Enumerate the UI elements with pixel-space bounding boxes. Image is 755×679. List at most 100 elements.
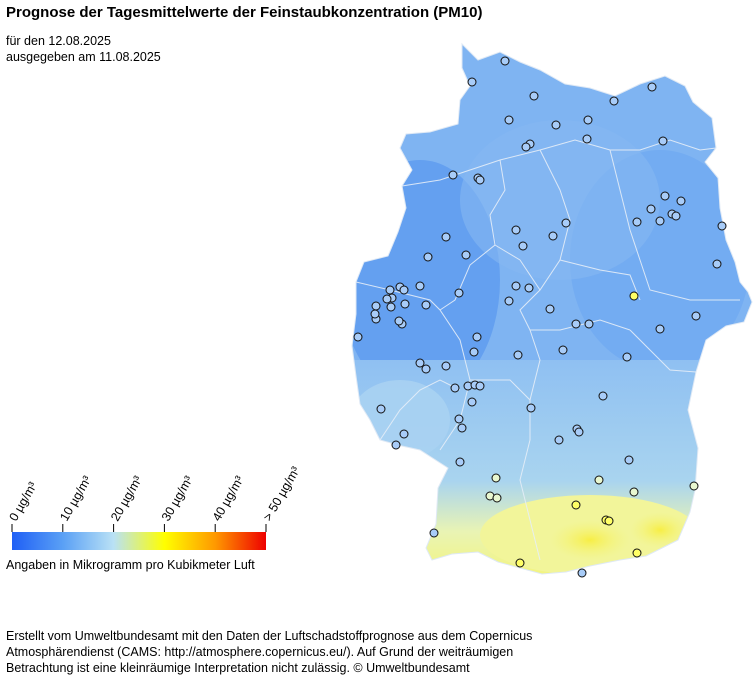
station-marker: [622, 352, 632, 362]
station-marker: [646, 204, 656, 214]
legend-color-bar: [12, 532, 266, 550]
footer-line-3: Betrachtung ist eine kleinräumige Interp…: [6, 661, 470, 675]
station-marker: [632, 217, 642, 227]
station-marker: [504, 296, 514, 306]
station-marker: [441, 232, 451, 242]
station-marker: [491, 473, 501, 483]
station-marker: [455, 457, 465, 467]
station-marker: [467, 77, 477, 87]
footer-line-2: Atmosphärendienst (CAMS: http://atmosphe…: [6, 645, 514, 659]
station-marker: [353, 332, 363, 342]
station-marker: [571, 500, 581, 510]
station-marker: [598, 391, 608, 401]
station-marker: [450, 383, 460, 393]
map-title: Prognose der Tagesmittelwerte der Feinst…: [6, 4, 483, 21]
station-marker: [394, 316, 404, 326]
station-marker: [554, 435, 564, 445]
station-marker: [551, 120, 561, 130]
station-marker: [583, 115, 593, 125]
station-markers: [353, 56, 727, 578]
legend-tick-label: 40 µg/m³: [210, 474, 247, 524]
station-marker: [429, 528, 439, 538]
station-marker: [524, 283, 534, 293]
station-marker: [469, 347, 479, 357]
station-marker: [582, 134, 592, 144]
station-marker: [376, 404, 386, 414]
station-marker: [454, 414, 464, 424]
station-marker: [518, 241, 528, 251]
station-marker: [521, 142, 531, 152]
station-marker: [386, 302, 396, 312]
station-marker: [655, 216, 665, 226]
station-marker: [545, 304, 555, 314]
station-marker: [594, 475, 604, 485]
legend-tick-label: 0 µg/m³: [6, 480, 39, 524]
station-marker: [660, 191, 670, 201]
station-marker: [421, 300, 431, 310]
station-marker: [475, 175, 485, 185]
station-marker: [511, 225, 521, 235]
station-marker: [655, 324, 665, 334]
station-marker: [475, 381, 485, 391]
station-marker: [658, 136, 668, 146]
station-marker: [691, 311, 701, 321]
station-marker: [370, 309, 380, 319]
station-marker: [584, 319, 594, 329]
legend-tick-label: 10 µg/m³: [57, 474, 94, 524]
footer-line-1: Erstellt vom Umweltbundesamt mit den Dat…: [6, 629, 533, 643]
station-marker: [467, 397, 477, 407]
issue-date: ausgegeben am 11.08.2025: [6, 50, 161, 64]
station-marker: [472, 332, 482, 342]
station-marker: [526, 403, 536, 413]
station-marker: [629, 291, 639, 301]
station-marker: [391, 440, 401, 450]
station-marker: [399, 429, 409, 439]
station-marker: [415, 281, 425, 291]
station-marker: [689, 481, 699, 491]
station-marker: [712, 259, 722, 269]
station-marker: [511, 281, 521, 291]
station-marker: [548, 231, 558, 241]
station-marker: [577, 568, 587, 578]
station-marker: [423, 252, 433, 262]
station-marker: [441, 361, 451, 371]
station-marker: [454, 288, 464, 298]
station-marker: [558, 345, 568, 355]
station-marker: [629, 487, 639, 497]
station-marker: [371, 301, 381, 311]
station-marker: [421, 364, 431, 374]
legend-tick-label: > 50 µg/m³: [260, 464, 302, 523]
station-marker: [385, 285, 395, 295]
station-marker: [609, 96, 619, 106]
legend-tick-label: 30 µg/m³: [159, 474, 196, 524]
station-marker: [647, 82, 657, 92]
station-marker: [500, 56, 510, 66]
station-marker: [399, 285, 409, 295]
station-marker: [574, 427, 584, 437]
station-marker: [382, 294, 392, 304]
station-marker: [676, 196, 686, 206]
station-marker: [561, 218, 571, 228]
valid-date: für den 12.08.2025: [6, 34, 111, 48]
station-marker: [717, 221, 727, 231]
station-marker: [448, 170, 458, 180]
station-marker: [529, 91, 539, 101]
station-marker: [492, 493, 502, 503]
station-marker: [624, 455, 634, 465]
station-marker: [671, 211, 681, 221]
station-marker: [515, 558, 525, 568]
legend-tick-label: 20 µg/m³: [108, 474, 145, 524]
station-marker: [415, 358, 425, 368]
station-marker: [461, 250, 471, 260]
station-marker: [504, 115, 514, 125]
footer-attribution: Erstellt vom Umweltbundesamt mit den Dat…: [6, 628, 751, 676]
color-scale-legend: 0 µg/m³ 10 µg/m³ 20 µg/m³ 30 µg/m³ 40 µg/m³ >…: [6, 464, 303, 550]
station-marker: [571, 319, 581, 329]
station-marker: [604, 516, 614, 526]
station-marker: [400, 299, 410, 309]
station-marker: [632, 548, 642, 558]
legend-unit-note: Angaben in Mikrogramm pro Kubikmeter Luf…: [6, 558, 255, 572]
station-marker: [457, 423, 467, 433]
station-marker: [513, 350, 523, 360]
